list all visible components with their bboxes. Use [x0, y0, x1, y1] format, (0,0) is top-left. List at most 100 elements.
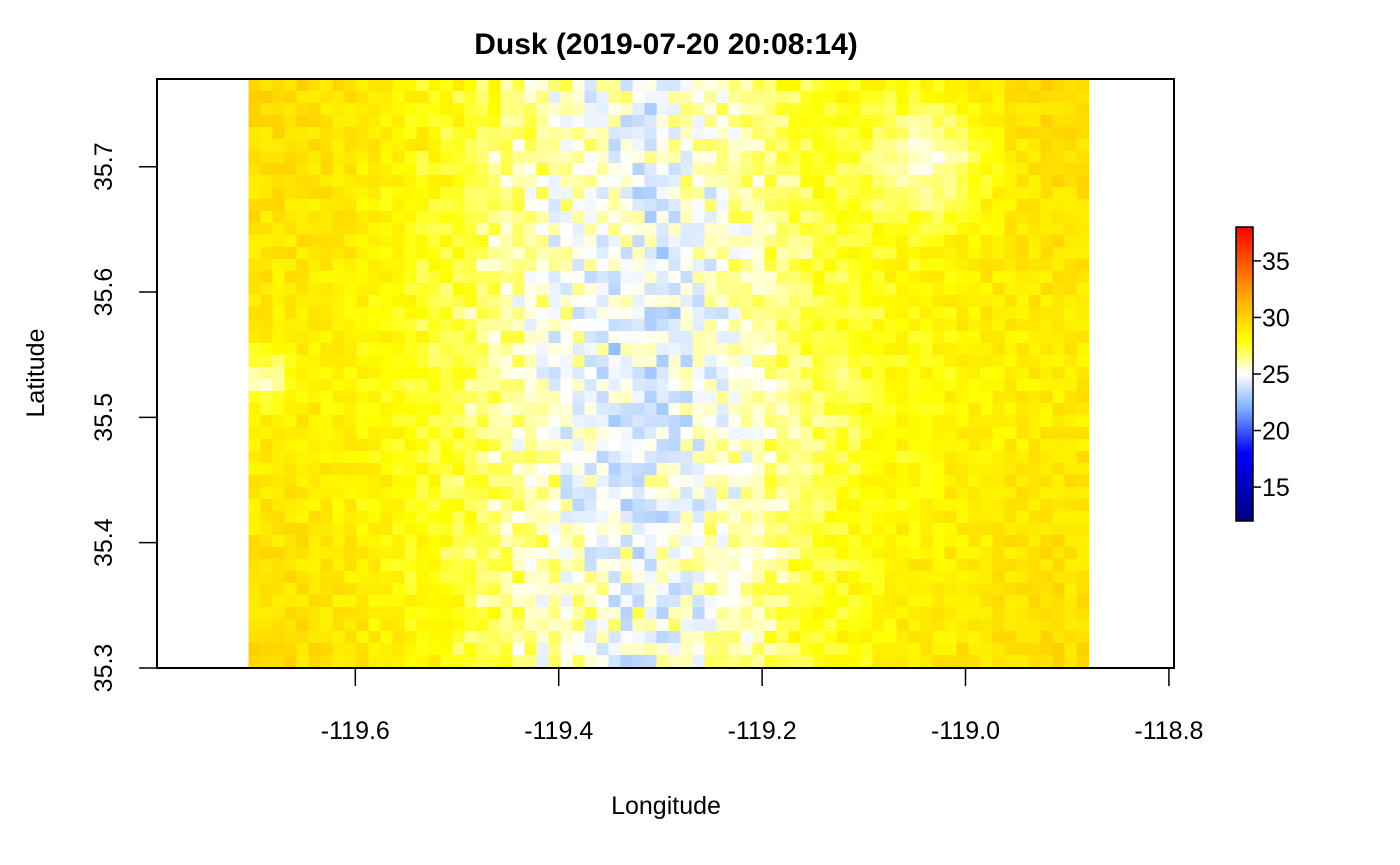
raster-cell — [548, 583, 562, 596]
raster-cell — [656, 115, 670, 128]
raster-cell — [932, 91, 946, 104]
raster-cell — [788, 199, 802, 212]
raster-cell — [788, 523, 802, 536]
raster-cell — [836, 151, 850, 164]
raster-cell — [632, 379, 646, 392]
raster-cell — [776, 475, 790, 488]
raster-cell — [944, 271, 958, 284]
raster-cell — [248, 283, 262, 296]
raster-cell — [728, 475, 742, 488]
raster-cell — [632, 643, 646, 656]
raster-cell — [1040, 535, 1054, 548]
raster-cell — [404, 115, 418, 128]
raster-cell — [824, 391, 838, 404]
raster-cell — [356, 487, 370, 500]
raster-cell — [848, 403, 862, 416]
raster-cell — [1016, 259, 1030, 272]
raster-cell — [908, 523, 922, 536]
raster-cell — [692, 331, 706, 344]
raster-cell — [764, 163, 778, 176]
raster-cell — [824, 367, 838, 380]
raster-cell — [380, 115, 394, 128]
raster-cell — [464, 271, 478, 284]
raster-cell — [572, 379, 586, 392]
raster-cell — [644, 187, 658, 200]
raster-cell — [932, 331, 946, 344]
raster-cell — [548, 547, 562, 560]
raster-cell — [716, 463, 730, 476]
raster-cell — [776, 235, 790, 248]
raster-cell — [548, 307, 562, 320]
raster-cell — [356, 355, 370, 368]
raster-cell — [836, 619, 850, 632]
raster-cell — [296, 175, 310, 188]
raster-cell — [248, 367, 262, 380]
raster-cell — [872, 523, 886, 536]
raster-cell — [596, 559, 610, 572]
raster-cell — [596, 331, 610, 344]
raster-cell — [668, 79, 682, 92]
raster-cell — [428, 307, 442, 320]
raster-cell — [332, 571, 346, 584]
raster-cell — [884, 295, 898, 308]
raster-cell — [1004, 475, 1018, 488]
raster-cell — [320, 115, 334, 128]
raster-cell — [596, 619, 610, 632]
raster-cell — [344, 391, 358, 404]
raster-cell — [248, 115, 262, 128]
raster-cell — [920, 235, 934, 248]
raster-cell — [440, 631, 454, 644]
raster-cell — [248, 523, 262, 536]
raster-cell — [308, 343, 322, 356]
raster-cell — [980, 475, 994, 488]
raster-cell — [620, 403, 634, 416]
raster-cell — [992, 643, 1006, 656]
raster-cell — [548, 127, 562, 140]
raster-cell — [356, 415, 370, 428]
raster-cell — [452, 379, 466, 392]
raster-cell — [692, 403, 706, 416]
raster-cell — [308, 127, 322, 140]
raster-cell — [248, 271, 262, 284]
raster-cell — [788, 547, 802, 560]
raster-cell — [968, 139, 982, 152]
raster-cell — [320, 499, 334, 512]
raster-cell — [284, 331, 298, 344]
raster-cell — [848, 211, 862, 224]
raster-cell — [800, 439, 814, 452]
raster-cell — [536, 619, 550, 632]
raster-cell — [416, 163, 430, 176]
raster-cell — [668, 415, 682, 428]
raster-cell — [476, 403, 490, 416]
raster-cell — [860, 307, 874, 320]
raster-cell — [440, 607, 454, 620]
raster-cell — [548, 295, 562, 308]
raster-cell — [752, 151, 766, 164]
raster-cell — [728, 559, 742, 572]
raster-cell — [536, 259, 550, 272]
raster-cell — [776, 439, 790, 452]
raster-cell — [440, 415, 454, 428]
raster-cell — [356, 139, 370, 152]
raster-cell — [800, 283, 814, 296]
raster-cell — [680, 439, 694, 452]
raster-cell — [800, 379, 814, 392]
raster-cell — [272, 367, 286, 380]
raster-cell — [716, 487, 730, 500]
raster-cell — [824, 247, 838, 260]
raster-cell — [272, 583, 286, 596]
raster-cell — [1052, 235, 1066, 248]
raster-cell — [296, 511, 310, 524]
raster-cell — [956, 559, 970, 572]
raster-cell — [968, 271, 982, 284]
raster-cell — [404, 259, 418, 272]
raster-cell — [1040, 475, 1054, 488]
raster-cell — [452, 139, 466, 152]
raster-cell — [824, 283, 838, 296]
raster-cell — [512, 559, 526, 572]
raster-cell — [980, 235, 994, 248]
raster-cell — [584, 379, 598, 392]
raster-cell — [320, 259, 334, 272]
raster-cell — [884, 559, 898, 572]
raster-cell — [980, 571, 994, 584]
